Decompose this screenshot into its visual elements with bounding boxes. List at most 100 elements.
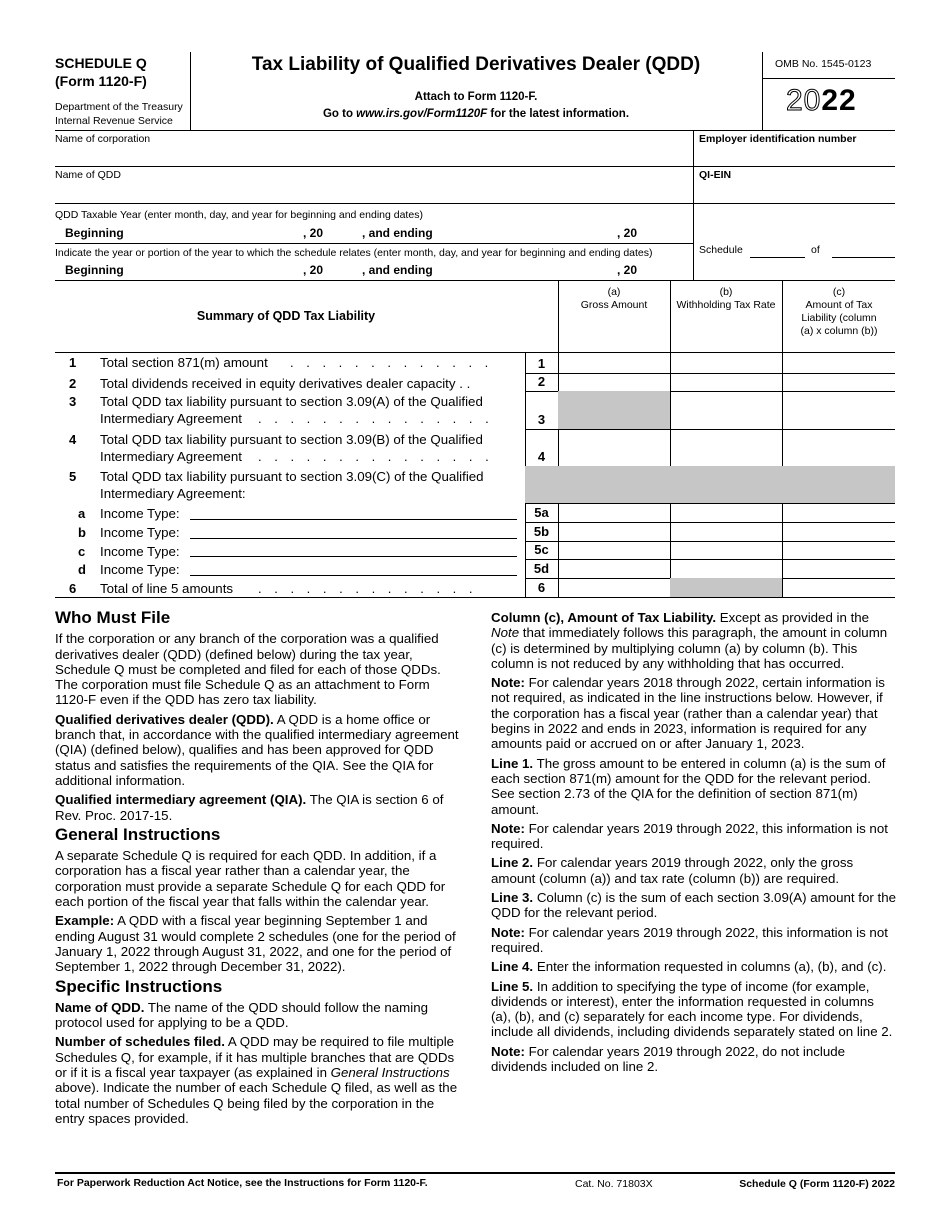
line-box-number: 2 [537, 374, 546, 389]
schedule-count-label: Schedule [699, 244, 743, 256]
amount-input-col-b[interactable] [671, 430, 781, 465]
shaded-cell [782, 466, 895, 503]
amount-input-col-c[interactable] [783, 542, 894, 558]
divider [525, 429, 895, 430]
col-label: Amount of Tax Liability (column (a) x co… [800, 299, 878, 337]
run-in-head: Name of QDD. [55, 999, 145, 1015]
divider [525, 541, 526, 559]
amount-input-col-a[interactable] [559, 374, 669, 390]
qdd-name-input[interactable] [55, 182, 691, 202]
amount-input-col-b[interactable] [671, 504, 781, 521]
line-number: a [78, 506, 86, 521]
run-in-head: Note: [491, 820, 525, 836]
divider [525, 429, 526, 466]
divider [525, 352, 526, 373]
paragraph-body: A QDD with a fiscal year beginning Septe… [55, 913, 456, 975]
paragraph: Qualified intermediary agreement (QIA). … [55, 792, 465, 823]
line-description: Income Type: [100, 525, 180, 540]
ein-label: Employer identification number [699, 133, 857, 145]
amount-input-col-b[interactable] [671, 392, 781, 428]
line-box-number: 5b [533, 524, 550, 539]
line-box-number: 6 [537, 580, 546, 595]
amount-input-col-a[interactable] [559, 579, 669, 596]
year-outline: 20 [785, 84, 822, 118]
amount-input-col-c[interactable] [783, 523, 894, 540]
divider [525, 522, 895, 523]
line-box-number: 4 [537, 449, 546, 464]
run-in-head: Note: [491, 1043, 525, 1059]
paragraph: Number of schedules filed. A QDD may be … [55, 1034, 465, 1126]
amount-input-col-b[interactable] [671, 560, 781, 577]
income-type-input[interactable] [190, 556, 517, 557]
amount-input-col-b[interactable] [671, 374, 781, 390]
amount-input-col-a[interactable] [559, 430, 669, 465]
divider [762, 78, 895, 79]
amount-input-col-c[interactable] [783, 504, 894, 521]
income-type-input[interactable] [190, 519, 517, 520]
indicate-label: Indicate the year or portion of the year… [55, 247, 653, 259]
schedule-number-input[interactable] [750, 257, 805, 258]
run-in-head: Number of schedules filed. [55, 1034, 225, 1050]
line-number: c [78, 544, 86, 559]
divider [55, 243, 693, 244]
beginning-label: Beginning [65, 263, 124, 277]
amount-input-col-b[interactable] [671, 353, 781, 372]
amount-input-col-b[interactable] [671, 542, 781, 558]
income-type-input[interactable] [190, 538, 517, 539]
paragraph-body: The name of the QDD should follow the na… [55, 999, 428, 1031]
irs-link[interactable]: www.irs.gov/Form1120F [356, 108, 488, 120]
paragraph: A separate Schedule Q is required for ea… [55, 848, 446, 910]
amount-input-col-c[interactable] [783, 579, 894, 596]
amount-input-col-b[interactable] [671, 523, 781, 540]
col-label: Gross Amount [580, 299, 648, 311]
goto-pre: Go to [322, 108, 357, 120]
amount-input-col-c[interactable] [783, 392, 894, 428]
omb-number: OMB No. 1545-0123 [775, 58, 872, 70]
run-in-head: Line 5. [491, 978, 534, 994]
schedule-label: SCHEDULE Q (Form 1120-F) [55, 54, 147, 90]
paragraph: Line 2. For calendar years 2019 through … [491, 855, 896, 886]
divider [525, 559, 526, 578]
run-in-head: Note: [491, 924, 525, 940]
line-number: 1 [69, 355, 77, 370]
line-description: Total of line 5 amounts [100, 581, 234, 596]
corp-name-input[interactable] [55, 146, 691, 166]
paragraph: Example: A QDD with a fiscal year beginn… [55, 913, 465, 974]
qi-ein-label: QI-EIN [699, 169, 732, 181]
run-in-head: Qualified intermediary agreement (QIA). [55, 792, 307, 808]
income-type-input[interactable] [190, 575, 517, 576]
qi-ein-input[interactable] [697, 182, 893, 202]
amount-input-col-a[interactable] [559, 560, 669, 577]
amount-input-col-c[interactable] [783, 430, 894, 465]
ein-input[interactable] [697, 146, 893, 166]
paragraph: Line 3. Column (c) is the sum of each se… [491, 890, 896, 921]
general-instructions-heading: General Instructions [55, 824, 221, 844]
line-box-number: 5d [533, 561, 550, 576]
paragraph-body: For calendar years 2018 through 2022, ce… [491, 675, 885, 752]
amount-input-col-a[interactable] [559, 523, 669, 540]
amount-input-col-a[interactable] [559, 542, 669, 558]
paragraph-body: Except as provided in the [716, 610, 870, 625]
run-in-head: Line 1. [491, 755, 534, 771]
table-title: Summary of QDD Tax Liability [196, 309, 376, 323]
run-in-head: Column (c), Amount of Tax Liability. [491, 610, 717, 625]
col-c-header: (c) Amount of Tax Liability (column (a) x… [800, 286, 878, 338]
amount-input-col-a[interactable] [559, 353, 669, 372]
divider [525, 373, 895, 374]
amount-input-col-c[interactable] [783, 560, 894, 577]
col-letter: (b) [719, 286, 733, 298]
goto-post: for the latest information. [487, 108, 630, 120]
run-in-head: Example: [55, 913, 115, 929]
run-in-head: Line 3. [491, 890, 534, 906]
amount-input-col-a[interactable] [559, 504, 669, 521]
year-prefix: , 20 [303, 263, 324, 277]
leader-dots: . . . . . . . . . . . . . . . [258, 449, 494, 464]
schedule-total-input[interactable] [832, 257, 895, 258]
amount-input-col-c[interactable] [783, 374, 894, 390]
paragraph-body: In addition to specifying the type of in… [491, 978, 893, 1040]
paragraph: Note: For calendar years 2019 through 20… [491, 821, 896, 852]
leader-dots: . . . . . . . . . . . . . . [258, 581, 478, 596]
amount-input-col-c[interactable] [783, 353, 894, 372]
paragraph-body: A QDD may be required to file multiple S… [55, 1034, 455, 1081]
year-prefix: , 20 [617, 263, 638, 277]
